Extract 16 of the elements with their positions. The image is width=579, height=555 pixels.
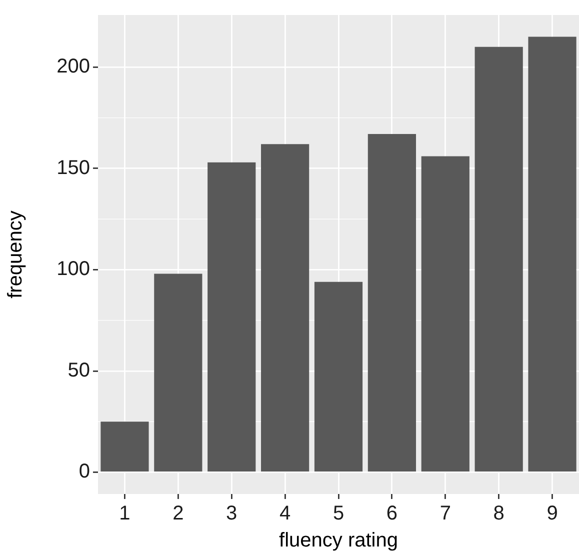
x-tick-label: 8 [493, 502, 504, 525]
x-tick-label: 2 [172, 502, 184, 525]
y-tick-label: 100 [56, 258, 90, 280]
x-tick-label: 6 [386, 502, 398, 525]
x-tick-label: 7 [440, 502, 451, 525]
x-tick-label: 3 [226, 502, 238, 525]
x-axis-title: fluency rating [279, 530, 398, 552]
y-tick-label: 50 [68, 359, 90, 382]
y-tick-label: 150 [56, 156, 90, 179]
x-tick-label: 9 [546, 502, 558, 525]
y-tick-label: 0 [78, 460, 90, 483]
x-tick-label: 1 [119, 502, 130, 525]
y-axis-title: frequency [4, 210, 27, 298]
x-tick-label: 4 [279, 502, 291, 525]
y-tick-label: 200 [56, 56, 90, 78]
x-tick-label: 5 [332, 502, 344, 525]
